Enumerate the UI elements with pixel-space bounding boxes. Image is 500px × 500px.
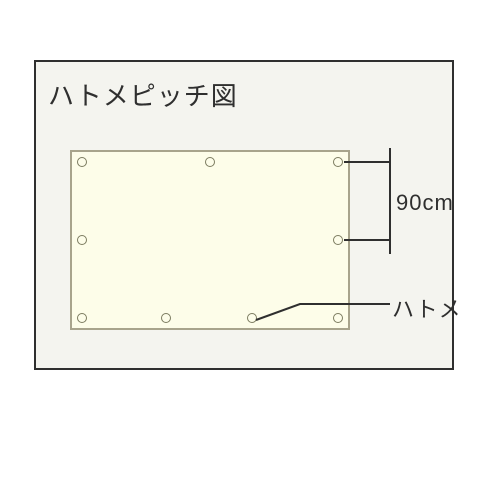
diagram-stage: ハトメピッチ図 90cm ハトメ xyxy=(0,0,500,500)
grommet-hole xyxy=(77,235,87,245)
grommet-hole xyxy=(333,235,343,245)
grommet-hole xyxy=(333,313,343,323)
callout-label: ハトメ xyxy=(392,292,462,324)
grommet-hole xyxy=(333,157,343,167)
diagram-title: ハトメピッチ図 xyxy=(48,76,238,113)
grommet-hole xyxy=(161,313,171,323)
sheet-rectangle xyxy=(70,150,350,330)
grommet-hole xyxy=(77,313,87,323)
grommet-hole xyxy=(205,157,215,167)
grommet-hole xyxy=(77,157,87,167)
dimension-value: 90cm xyxy=(396,190,454,216)
grommet-hole xyxy=(247,313,257,323)
